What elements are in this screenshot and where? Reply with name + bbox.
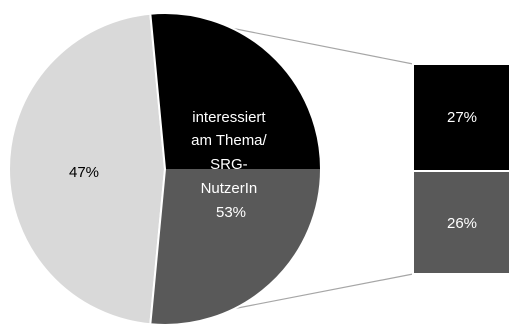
bar-segment-26 (412, 170, 510, 275)
bar-label-27: 27% (447, 109, 477, 126)
pie-label-rest: 47% (69, 164, 99, 181)
pie-slice-47 (8, 12, 167, 326)
pie-slice-53 (149, 12, 322, 326)
pie-label-split: interessiert am Thema/ SRG- NutzerIn 53% (191, 109, 271, 221)
bar-label-26: 26% (447, 215, 477, 232)
